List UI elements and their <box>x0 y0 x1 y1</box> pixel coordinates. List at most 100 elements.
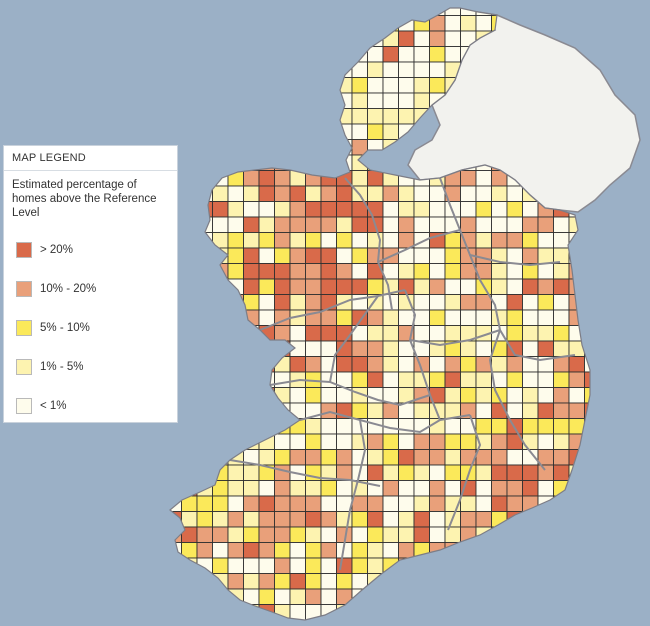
grid-cell <box>413 15 430 32</box>
grid-cell <box>196 309 213 326</box>
grid-cell <box>320 325 337 342</box>
grid-cell <box>553 340 570 357</box>
grid-cell <box>243 356 260 373</box>
grid-cell <box>170 557 182 574</box>
grid-cell <box>616 589 632 605</box>
grid-cell <box>243 8 260 16</box>
grid-cell <box>320 402 337 419</box>
grid-cell <box>305 232 322 249</box>
grid-cell <box>537 216 554 233</box>
grid-cell <box>212 464 229 481</box>
grid-cell <box>568 557 585 574</box>
grid-cell <box>170 526 182 543</box>
grid-cell <box>568 15 585 32</box>
grid-cell <box>600 47 616 63</box>
grid-cell <box>382 108 399 125</box>
grid-cell <box>584 557 590 574</box>
grid-cell <box>274 216 291 233</box>
county-boundary <box>339 419 367 571</box>
grid-cell <box>475 371 492 388</box>
grid-cell <box>429 526 446 543</box>
grid-cell <box>289 356 306 373</box>
grid-cell <box>398 61 415 78</box>
grid-cell <box>522 387 539 404</box>
grid-cell <box>289 30 306 47</box>
grid-cell <box>382 449 399 466</box>
grid-cell <box>258 216 275 233</box>
grid-cell <box>181 185 198 202</box>
grid-cell <box>274 294 291 311</box>
grid-cell <box>243 418 260 435</box>
grid-cell <box>320 61 337 78</box>
grid-cell <box>274 108 291 125</box>
legend-item: 10% - 20% <box>4 269 177 308</box>
grid-cell <box>181 588 198 605</box>
grid-cell <box>305 108 322 125</box>
grid-cell <box>274 449 291 466</box>
grid-cell <box>367 278 384 295</box>
grid-cell <box>553 495 570 512</box>
grid-cell <box>460 588 477 605</box>
grid-cell <box>568 480 585 497</box>
grid-cell <box>491 201 508 218</box>
grid-cell <box>227 77 244 94</box>
grid-cell <box>196 325 213 342</box>
grid-cell <box>367 526 384 543</box>
grid-cell <box>382 325 399 342</box>
grid-cell <box>600 496 616 512</box>
grid-cell <box>444 294 461 311</box>
grid-cell <box>600 574 616 590</box>
grid-cell <box>413 449 430 466</box>
grid-cell <box>170 588 182 605</box>
grid-cell <box>429 464 446 481</box>
grid-cell <box>274 480 291 497</box>
grid-cell <box>170 495 182 512</box>
grid-cell <box>170 511 182 528</box>
grid-cell <box>212 77 229 94</box>
grid-cell <box>351 557 368 574</box>
legend-label: > 20% <box>40 243 73 256</box>
grid-cell <box>616 0 632 16</box>
grid-cell <box>212 61 229 78</box>
grid-cell <box>274 402 291 419</box>
grid-cell <box>258 340 275 357</box>
grid-cell <box>274 46 291 63</box>
grid-cell <box>506 542 523 559</box>
grid-cell <box>181 604 198 620</box>
grid-cell <box>382 588 399 605</box>
grid-cell <box>243 123 260 140</box>
grid-cell <box>227 108 244 125</box>
grid-cell <box>274 526 291 543</box>
grid-cell <box>305 588 322 605</box>
grid-cell <box>227 30 244 47</box>
grid-cell <box>413 604 430 620</box>
grid-cell <box>289 402 306 419</box>
grid-cell <box>289 139 306 156</box>
grid-cell <box>398 309 415 326</box>
grid-cell <box>475 387 492 404</box>
grid-cell <box>320 139 337 156</box>
county-boundaries <box>229 141 576 571</box>
grid-cell <box>398 604 415 620</box>
grid-cell <box>274 588 291 605</box>
grid-cell <box>460 278 477 295</box>
grid-cell <box>429 201 446 218</box>
grid-cell <box>274 247 291 264</box>
grid-cell <box>258 263 275 280</box>
grid-cell <box>212 449 229 466</box>
grid-cell <box>584 263 590 280</box>
legend-items: > 20% 10% - 20% 5% - 10% 1% - 5% < 1% <box>4 230 177 425</box>
grid-cell <box>274 573 291 590</box>
grid-cell <box>243 371 260 388</box>
grid-cell <box>227 263 244 280</box>
grid-cell <box>258 542 275 559</box>
grid-cell <box>227 201 244 218</box>
grid-cell <box>212 371 229 388</box>
grid-cell <box>398 573 415 590</box>
grid-cell <box>181 387 198 404</box>
grid-cell <box>398 542 415 559</box>
grid-cell <box>491 573 508 590</box>
grid-cell <box>212 123 229 140</box>
